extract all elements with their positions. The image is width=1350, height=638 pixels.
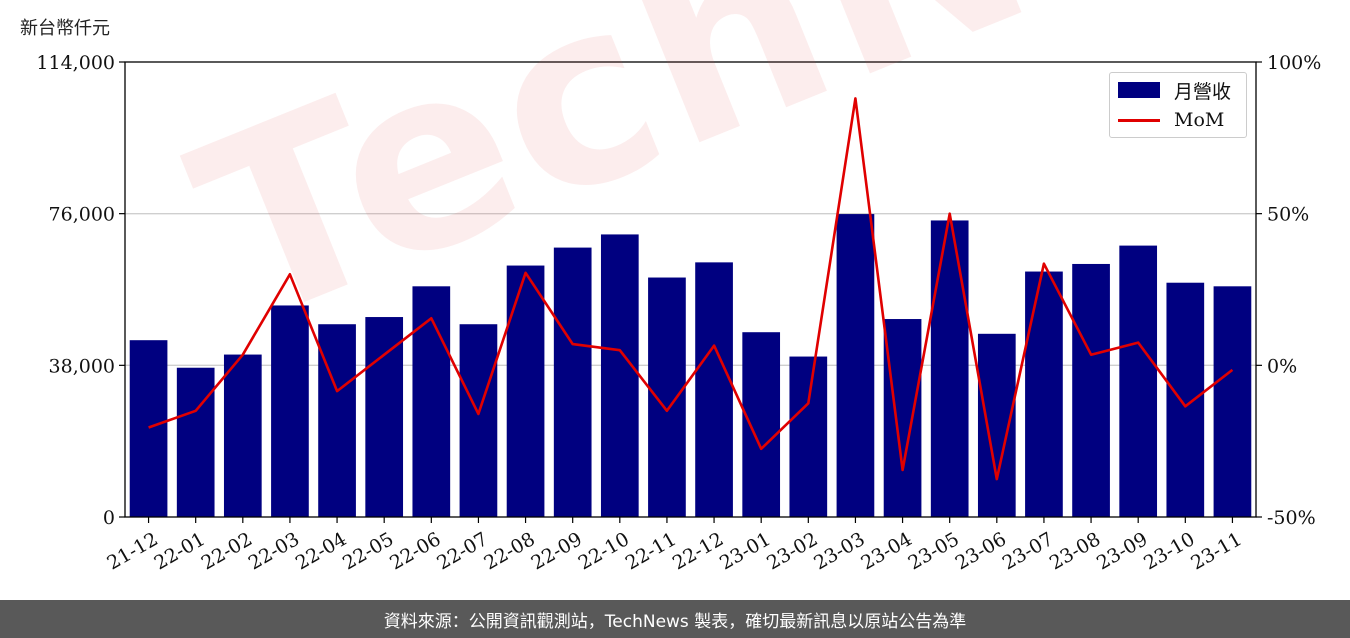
bar-23-05 xyxy=(930,220,969,517)
legend-swatch-line xyxy=(1118,118,1160,122)
y-left-tick-label: 76,000 xyxy=(49,204,115,226)
chart: 038,00076,000114,000-50%0%50%100%21-1222… xyxy=(36,52,1321,574)
bar-23-09 xyxy=(1119,245,1158,517)
y-left-tick-label: 38,000 xyxy=(49,355,115,377)
bar-22-02 xyxy=(223,354,262,517)
x-tick-label-23-05: 23-05 xyxy=(905,528,963,574)
legend-swatch-bar xyxy=(1118,82,1160,98)
x-tick-label-22-02: 22-02 xyxy=(198,528,256,574)
x-tick-label-22-04: 22-04 xyxy=(292,528,350,574)
legend-item-mom: MoM xyxy=(1118,107,1224,133)
y-right-tick-label: 100% xyxy=(1267,52,1321,74)
x-tick-label-22-08: 22-08 xyxy=(480,528,538,574)
bar-23-08 xyxy=(1072,263,1110,517)
y-right-tick-label: 50% xyxy=(1267,204,1309,226)
bar-22-01 xyxy=(176,367,215,517)
legend: 月營收 MoM xyxy=(1109,72,1247,138)
x-tick-label-22-07: 22-07 xyxy=(433,528,491,574)
bar-23-11 xyxy=(1213,286,1252,517)
x-tick-label-22-01: 22-01 xyxy=(151,528,209,574)
x-tick-label-23-02: 23-02 xyxy=(763,528,821,574)
y-left-tick-label: 114,000 xyxy=(36,52,115,74)
y-right-tick-label: 0% xyxy=(1267,355,1297,377)
x-tick-label-23-03: 23-03 xyxy=(810,528,868,574)
bar-23-07 xyxy=(1025,271,1063,517)
bar-22-04 xyxy=(318,324,356,517)
bar-22-05 xyxy=(365,317,404,517)
x-tick-label-23-07: 23-07 xyxy=(999,528,1057,574)
x-tick-label-23-01: 23-01 xyxy=(716,528,774,574)
x-tick-label-23-11: 23-11 xyxy=(1187,528,1245,574)
source-footer: 資料來源：公開資訊觀測站，TechNews 製表，確切最新訊息以原站公告為準 xyxy=(0,600,1350,638)
x-tick-label-23-10: 23-10 xyxy=(1140,528,1198,574)
bar-21-12 xyxy=(129,340,168,517)
footer-text: 資料來源：公開資訊觀測站，TechNews 製表，確切最新訊息以原站公告為準 xyxy=(383,611,967,632)
legend-item-revenue: 月營收 xyxy=(1118,77,1231,103)
x-tick-label-23-06: 23-06 xyxy=(952,528,1010,574)
bar-22-07 xyxy=(459,324,498,517)
y-right-tick-label: -50% xyxy=(1267,507,1316,529)
x-tick-label-21-12: 21-12 xyxy=(103,528,161,574)
x-tick-label-23-04: 23-04 xyxy=(857,528,915,574)
bar-22-06 xyxy=(412,286,451,517)
x-tick-label-22-10: 22-10 xyxy=(575,528,633,574)
x-tick-label-22-11: 22-11 xyxy=(622,528,680,574)
bar-23-03 xyxy=(836,214,875,517)
y-left-tick-label: 0 xyxy=(103,507,115,529)
x-tick-label-22-09: 22-09 xyxy=(528,528,586,574)
bar-22-09 xyxy=(553,247,592,517)
bar-23-10 xyxy=(1166,282,1205,517)
mom-line xyxy=(148,97,1234,481)
x-tick-label-22-05: 22-05 xyxy=(339,528,397,574)
bar-23-02 xyxy=(789,356,828,517)
bar-22-03 xyxy=(271,305,309,517)
bar-23-04 xyxy=(883,319,922,517)
y-unit-label: 新台幣仟元 xyxy=(20,18,110,39)
x-tick-label-23-08: 23-08 xyxy=(1046,528,1104,574)
bar-23-06 xyxy=(977,333,1016,517)
plot-frame xyxy=(124,61,1257,518)
x-tick-label-22-12: 22-12 xyxy=(669,528,727,574)
x-tick-label-22-03: 22-03 xyxy=(245,528,303,574)
bar-22-10 xyxy=(600,234,639,517)
x-tick-label-22-06: 22-06 xyxy=(386,528,444,574)
bar-22-08 xyxy=(506,265,545,517)
legend-label-revenue: 月營收 xyxy=(1174,80,1232,103)
legend-label-mom: MoM xyxy=(1174,109,1225,131)
bar-23-01 xyxy=(742,332,781,517)
bar-22-12 xyxy=(695,262,733,517)
x-tick-label-23-09: 23-09 xyxy=(1093,528,1151,574)
bar-22-11 xyxy=(648,277,686,517)
